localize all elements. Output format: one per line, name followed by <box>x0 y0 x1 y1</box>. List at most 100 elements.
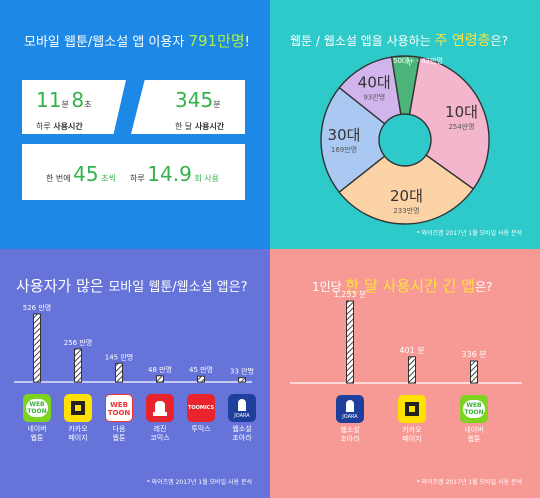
monthly-time-card: 345분 한 달 사용시간 <box>131 80 245 134</box>
pie-label-1: 20대 <box>390 187 423 205</box>
app-name-label-4: 투믹스 <box>191 425 211 433</box>
toomics-icon: TOOMICS <box>187 394 215 422</box>
panel3-title-lead: 사용자가 많은 <box>16 277 109 295</box>
panel3-title-text: 모바일 웹툰/웹소설 앱은? <box>108 280 248 295</box>
pie-slice-1 <box>338 154 475 225</box>
app-name-label-3: 레진 코믹스 <box>150 425 170 442</box>
panel1-title-exclaim: ! <box>244 35 250 50</box>
daily-seconds: 8 <box>71 88 85 112</box>
bar-1 <box>74 348 82 383</box>
bar-2 <box>115 362 123 383</box>
pie-label-2: 30대 <box>328 126 361 144</box>
monthly-minutes: 345 <box>175 88 214 112</box>
panel4-title-end: 은? <box>475 280 493 294</box>
panel-usage-time: 1인당 한 달 사용시간 긴 앱은? 1,253 분 401 분 336 분 JOA… <box>270 249 540 498</box>
bar-3 <box>156 375 164 383</box>
daily-label-pre: 하루 <box>36 122 54 131</box>
panel4-title: 1인당 한 달 사용시간 긴 앱은? <box>312 275 492 296</box>
bar-2 <box>470 360 478 384</box>
usage-bar-chart: 1,253 분 401 분 336 분 <box>290 290 522 384</box>
daily-frequency-number: 14.9 <box>147 162 192 186</box>
daily-time-value: 11분 8초 <box>36 88 91 112</box>
daily-time-label: 하루 사용시간 <box>36 114 83 133</box>
kakao-page-icon <box>64 394 92 422</box>
pie-value-1: 233만명 <box>393 206 419 215</box>
session-length: 한 번에 45 초씩 <box>46 162 116 186</box>
bar-value-label-1: 256 만명 <box>64 338 92 347</box>
daily-time-card: 11분 8초 하루 사용시간 <box>22 80 126 134</box>
panel2-title-end: 은? <box>490 34 508 48</box>
pie-value-0: 254만명 <box>448 122 474 131</box>
panel1-title-text: 모바일 웹툰/웹소설 앱 이용자 <box>24 35 189 50</box>
panel3-title: 사용자가 많은 모바일 웹툰/웹소설 앱은? <box>16 275 248 296</box>
session-length-number: 45 <box>73 162 99 186</box>
bar-value-label-3: 48 만명 <box>148 365 172 374</box>
session-length-unit: 초씩 <box>98 174 116 183</box>
bar-5 <box>238 377 246 383</box>
daily-frequency-pre: 하루 <box>130 174 148 183</box>
bar-0 <box>346 300 354 384</box>
daily-seconds-unit: 초 <box>84 100 92 109</box>
bar-value-label-2: 336 분 <box>461 350 486 359</box>
naver-webtoon-icon: WEB TOON <box>23 394 51 422</box>
panel4-title-lead: 1인당 <box>312 280 346 294</box>
panel1-title-number: 791만명 <box>188 32 245 50</box>
pie-slice-4 <box>390 55 421 116</box>
daily-minutes-unit: 분 <box>61 100 72 109</box>
bar-0 <box>33 313 41 383</box>
panel2-source-note: * 와이즈앱 2017년 1월 모바일 사용 분석 <box>416 230 522 237</box>
pie-label-0: 10대 <box>445 103 478 121</box>
panel-top-apps-users: 사용자가 많은 모바일 웹툰/웹소설 앱은? 526 만명 256 만명 145 만… <box>0 249 270 498</box>
panel-app-users: 모바일 웹툰/웹소설 앱 이용자 791만명! 11분 8초 하루 사용시간 3… <box>0 0 270 249</box>
daum-webtoon-icon: WEB TOON <box>105 394 133 422</box>
bar-4 <box>197 375 205 383</box>
app-name-label-5: 웹소설 조아라 <box>232 425 252 442</box>
joara-icon: JOARA <box>336 395 364 423</box>
naver-webtoon-icon: WEB TOON <box>460 395 488 423</box>
app-name-label-0: 웹소설 조아라 <box>340 426 360 443</box>
bar-value-label-4: 45 만명 <box>189 365 213 374</box>
app-name-label-2: 네이버 웹툰 <box>464 426 484 443</box>
monthly-label-bold: 사용시간 <box>194 122 225 131</box>
panel-age-groups: 웹툰 / 웹소설 앱을 사용하는 주 연령층은? 10대 254만명 20대 233만… <box>270 0 540 249</box>
app-name-label-0: 네이버 웹툰 <box>27 425 47 442</box>
panel4-title-highlight: 한 달 사용시간 긴 앱 <box>345 277 476 295</box>
lezhin-comics-icon <box>146 394 174 422</box>
panel4-source-note: * 와이즈앱 2017년 1월 모바일 사용 분석 <box>416 479 522 486</box>
monthly-minutes-unit: 분 <box>213 100 221 109</box>
pie-value-3: 93만명 <box>363 92 385 101</box>
panel1-title: 모바일 웹툰/웹소설 앱 이용자 791만명! <box>24 30 250 51</box>
monthly-label-pre: 한 달 <box>175 122 195 131</box>
session-frequency-card: 한 번에 45 초씩 하루 14.9 회 사용 <box>22 144 245 200</box>
session-length-pre: 한 번에 <box>46 174 74 183</box>
panel3-source-note: * 와이즈앱 2017년 1월 모바일 사용 분석 <box>146 479 252 486</box>
panel2-title-text: 웹툰 / 웹소설 앱을 사용하는 <box>290 34 435 48</box>
users-bar-chart: 526 만명 256 만명 145 만명 48 만명 45 만명 33 만명 <box>14 303 254 383</box>
pie-label-3: 40대 <box>358 73 391 91</box>
bar-value-label-0: 1,253 분 <box>334 290 367 299</box>
app-name-label-1: 카카오 페이지 <box>402 426 422 443</box>
pie-label-4: 50대+ - 42만명 <box>393 56 443 65</box>
app-name-label-2: 다음 웹툰 <box>112 425 126 442</box>
pie-leader-line <box>407 57 411 67</box>
joara-icon: JOARA <box>228 394 256 422</box>
bar-value-label-0: 526 만명 <box>23 303 51 312</box>
daily-frequency-unit: 회 사용 <box>191 174 219 183</box>
panel2-title: 웹툰 / 웹소설 앱을 사용하는 주 연령층은? <box>290 30 508 50</box>
daily-label-bold: 사용시간 <box>53 122 83 131</box>
monthly-time-label: 한 달 사용시간 <box>175 114 224 133</box>
pie-slice-2 <box>320 86 386 194</box>
pie-value-2: 169만명 <box>331 145 357 154</box>
app-name-label-1: 카카오 페이지 <box>68 425 88 442</box>
panel2-title-highlight: 주 연령층 <box>434 33 491 49</box>
kakao-page-icon <box>398 395 426 423</box>
bar-value-label-5: 33 만명 <box>230 367 254 376</box>
bar-value-label-1: 401 분 <box>399 346 424 355</box>
daily-frequency: 하루 14.9 회 사용 <box>130 162 219 186</box>
bar-1 <box>408 356 416 384</box>
pie-slice-0 <box>408 56 490 190</box>
bar-value-label-2: 145 만명 <box>105 352 133 361</box>
daily-minutes: 11 <box>36 88 62 112</box>
monthly-time-value: 345분 <box>175 88 221 112</box>
